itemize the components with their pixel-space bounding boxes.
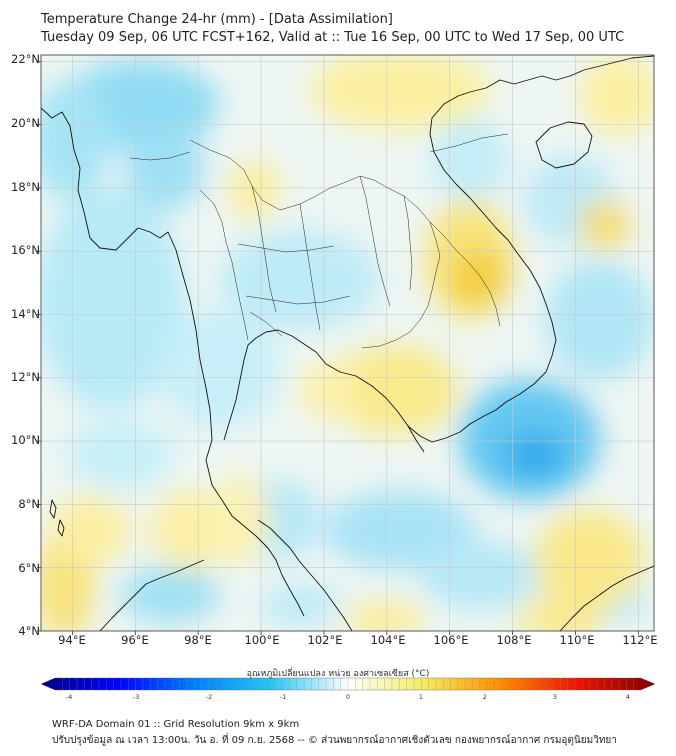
- colorbar-tick-minus2: -2: [205, 693, 213, 701]
- lon-label-96e: 96°E: [121, 633, 149, 647]
- lat-label-12n: 12°N: [11, 370, 40, 384]
- map-frame: [40, 54, 655, 632]
- colorbar-tick-1: 1: [418, 693, 424, 701]
- colorbar-title: อุณหภูมิเปลี่ยนแปลง หน่วย องศาเซลเซียส (…: [246, 669, 430, 679]
- lon-label-104e: 104°E: [370, 633, 406, 647]
- lat-label-22n: 22°N: [11, 52, 40, 66]
- colorbar-tick-minus1: -1: [279, 693, 287, 701]
- lat-label-8n: 8°N: [18, 497, 40, 511]
- coastlines: [41, 55, 654, 631]
- colorbar-tick-minus4: -4: [65, 693, 73, 701]
- colorbar-tick-minus3: -3: [132, 693, 140, 701]
- lat-label-10n: 10°N: [11, 433, 40, 447]
- lat-label-4n: 4°N: [18, 624, 40, 638]
- lat-label-18n: 18°N: [11, 180, 40, 194]
- chart-title: Temperature Change 24-hr (mm) - [Data As…: [41, 12, 393, 27]
- temperature-field: [41, 55, 654, 631]
- lon-label-98e: 98°E: [184, 633, 212, 647]
- lon-label-100e: 100°E: [244, 633, 280, 647]
- footer-update-info: ปรับปรุงข้อมูล ณ เวลา 13:00น. วัน อ. ที่…: [52, 735, 617, 746]
- colorbar: [40, 677, 656, 691]
- admin-borders: [129, 133, 509, 349]
- footer-domain-info: WRF-DA Domain 01 :: Grid Resolution 9km …: [52, 719, 300, 730]
- lon-label-110e: 110°E: [559, 633, 595, 647]
- colorbar-separators: [62, 678, 634, 690]
- lat-label-16n: 16°N: [11, 243, 40, 257]
- lon-label-108e: 108°E: [496, 633, 532, 647]
- chart-subtitle: Tuesday 09 Sep, 06 UTC FCST+162, Valid a…: [41, 30, 625, 45]
- colorbar-tick-4: 4: [625, 693, 631, 701]
- lon-label-102e: 102°E: [307, 633, 343, 647]
- colorbar-tick-0: 0: [345, 693, 351, 701]
- axis-ticks: [37, 60, 639, 635]
- lat-label-6n: 6°N: [18, 561, 40, 575]
- lat-label-20n: 20°N: [11, 116, 40, 130]
- lon-label-94e: 94°E: [58, 633, 86, 647]
- lon-label-106e: 106°E: [433, 633, 469, 647]
- gridlines: [41, 55, 654, 631]
- lat-label-14n: 14°N: [11, 307, 40, 321]
- colorbar-tick-2: 2: [482, 693, 488, 701]
- colorbar-tick-3: 3: [552, 693, 558, 701]
- lon-label-112e: 112°E: [622, 633, 658, 647]
